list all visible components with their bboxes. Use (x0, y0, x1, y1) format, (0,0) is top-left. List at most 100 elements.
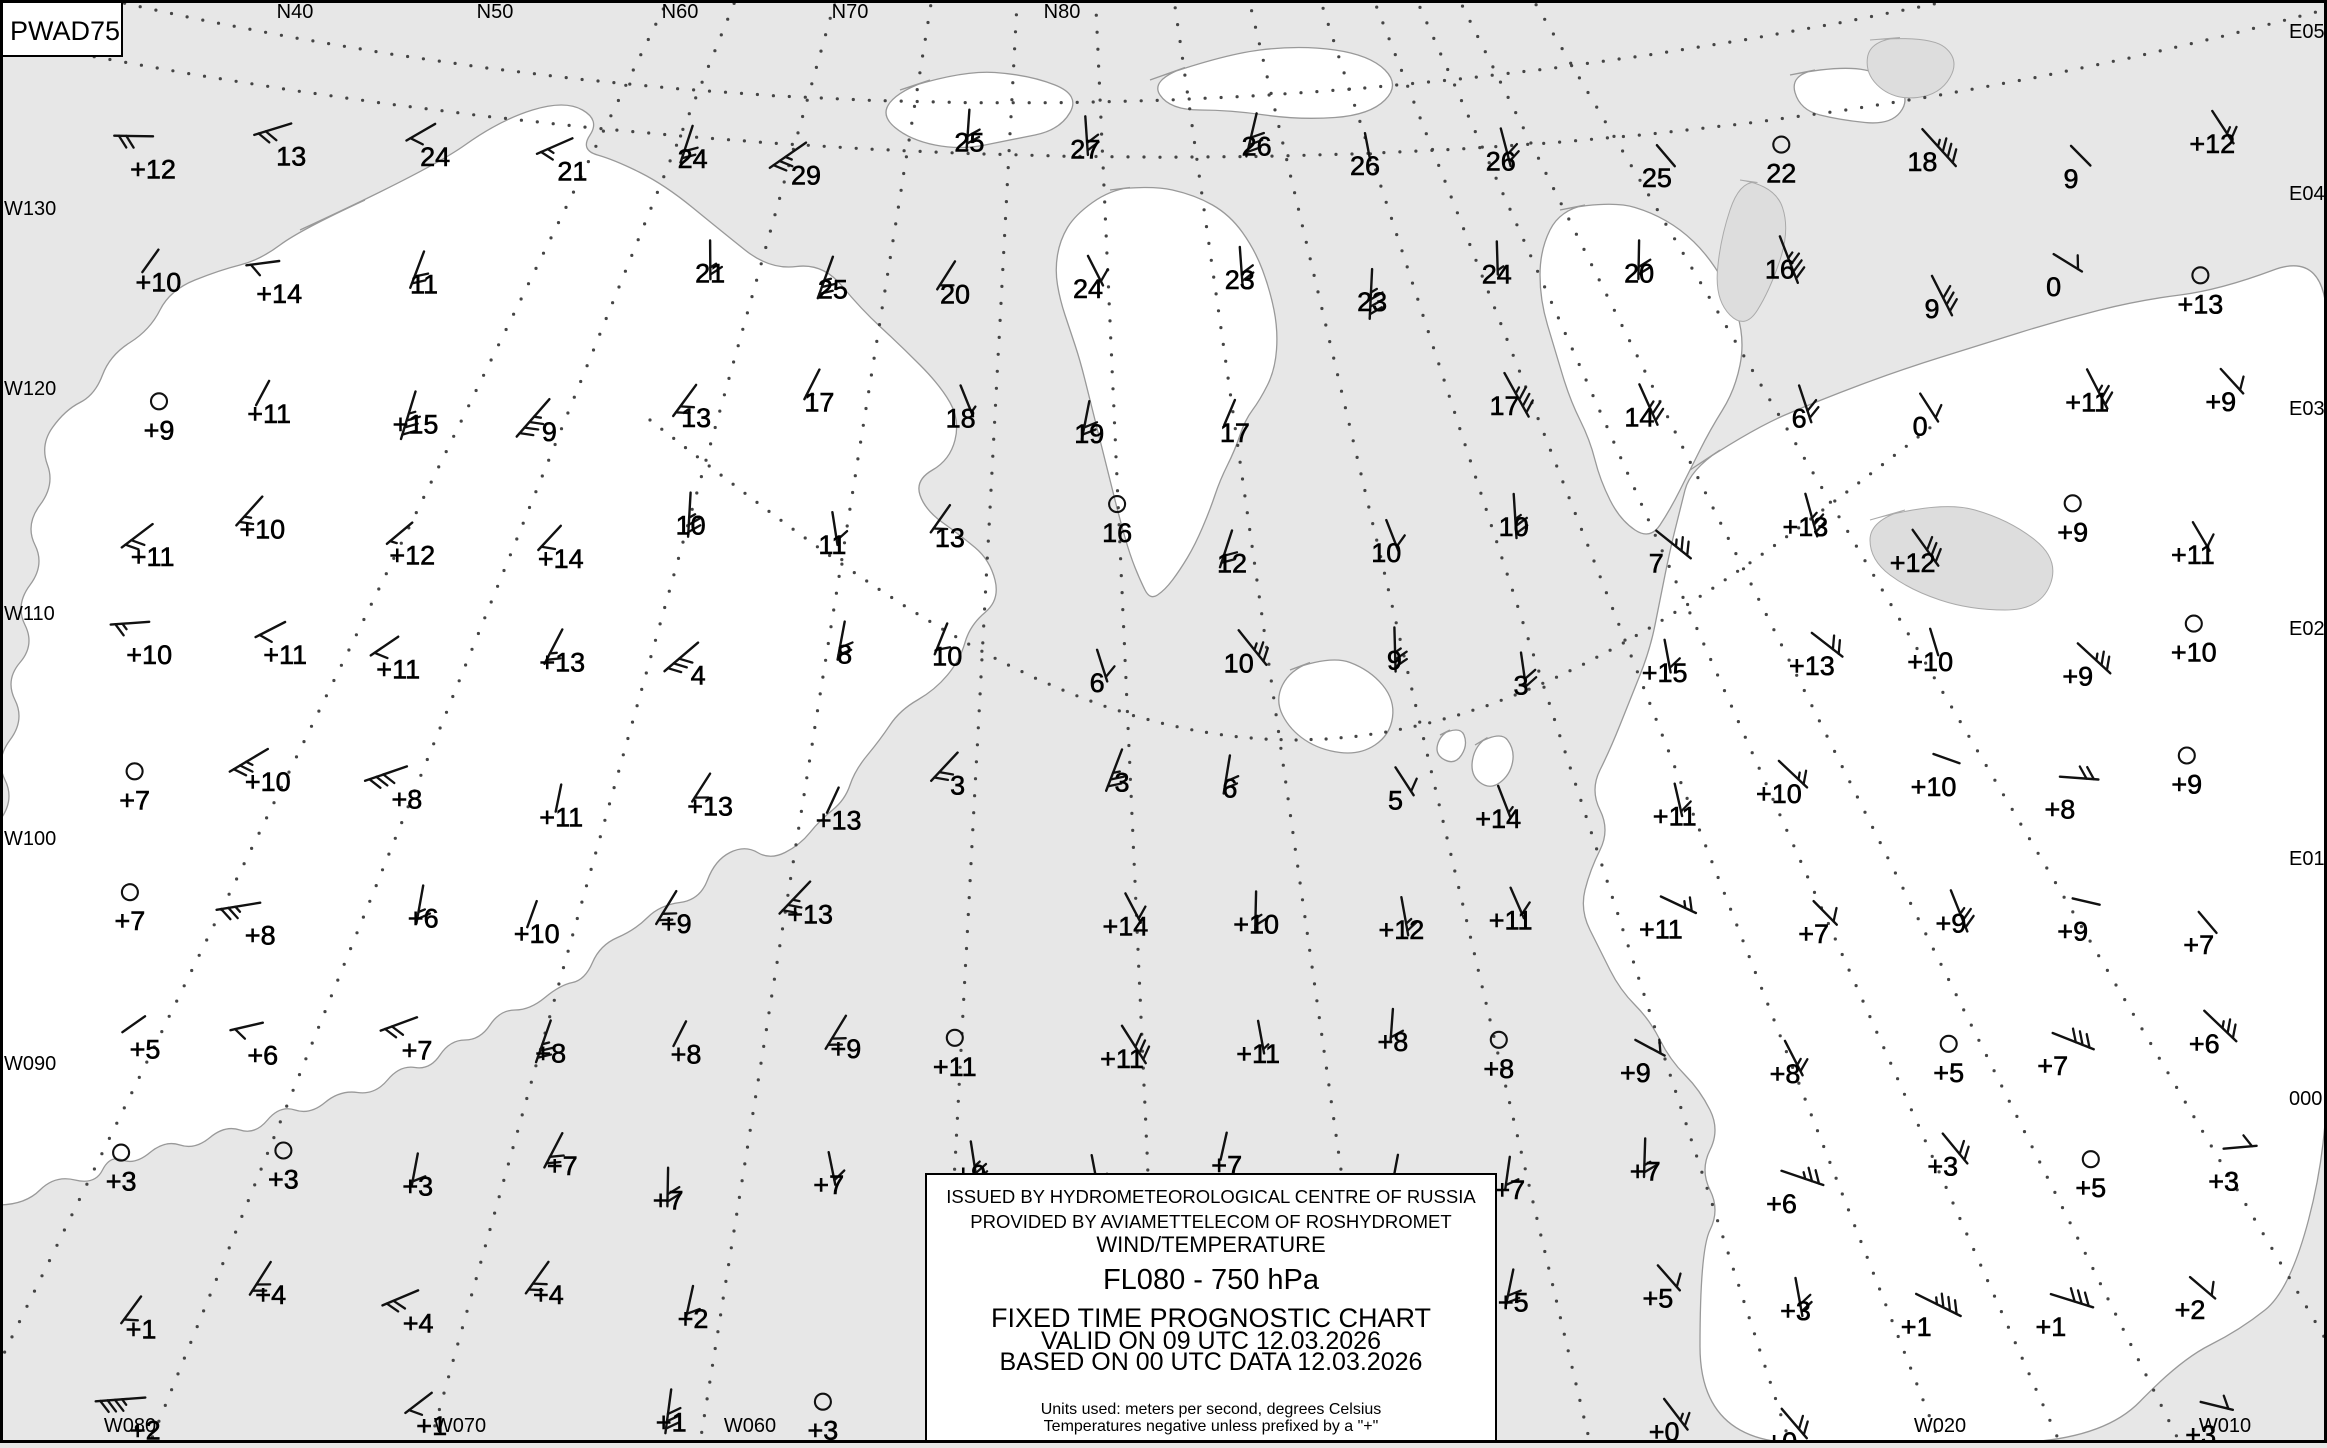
svg-text:+11: +11 (1653, 802, 1697, 832)
svg-text:22: 22 (1766, 159, 1796, 189)
svg-text:+12: +12 (130, 154, 176, 184)
svg-text:7: 7 (1649, 549, 1664, 579)
svg-text:+11: +11 (933, 1052, 977, 1082)
svg-text:+4: +4 (403, 1308, 434, 1338)
svg-text:+10: +10 (245, 767, 291, 797)
svg-text:+3: +3 (402, 1172, 433, 1202)
svg-text:11: 11 (410, 270, 438, 300)
svg-text:W080: W080 (104, 1415, 156, 1437)
svg-text:+8: +8 (392, 784, 423, 814)
svg-text:Temperatures negative unless p: Temperatures negative unless prefixed by… (1044, 1418, 1379, 1435)
svg-text:W010: W010 (2199, 1415, 2251, 1437)
svg-text:+9: +9 (2057, 517, 2088, 547)
svg-text:9: 9 (1387, 645, 1402, 675)
svg-text:+9: +9 (831, 1034, 862, 1064)
svg-text:10: 10 (1224, 648, 1254, 678)
svg-text:+14: +14 (256, 279, 302, 309)
svg-text:+6: +6 (408, 904, 439, 934)
svg-text:+12: +12 (1890, 548, 1936, 578)
svg-text:+7: +7 (115, 906, 146, 936)
svg-text:PWAD75: PWAD75 (10, 16, 120, 46)
svg-text:+7: +7 (1798, 919, 1829, 949)
svg-text:WIND/TEMPERATURE: WIND/TEMPERATURE (1096, 1232, 1325, 1257)
svg-text:+13: +13 (2177, 289, 2223, 319)
svg-text:+7: +7 (653, 1186, 684, 1216)
svg-text:+3: +3 (2208, 1167, 2239, 1197)
svg-text:+8: +8 (535, 1039, 566, 1069)
svg-text:13: 13 (935, 523, 965, 553)
svg-text:18: 18 (946, 404, 976, 434)
svg-text:20: 20 (1624, 258, 1654, 288)
svg-text:+2: +2 (678, 1304, 709, 1334)
svg-text:+3: +3 (808, 1416, 839, 1443)
svg-text:24: 24 (420, 142, 450, 172)
svg-text:10: 10 (676, 511, 706, 541)
svg-text:13: 13 (681, 403, 711, 433)
svg-text:+9: +9 (661, 909, 692, 939)
svg-text:+11: +11 (1236, 1039, 1280, 1069)
svg-text:+8: +8 (1378, 1027, 1409, 1057)
svg-text:+1: +1 (126, 1315, 157, 1345)
svg-text:+14: +14 (1475, 804, 1521, 834)
svg-text:+5: +5 (130, 1034, 161, 1064)
svg-text:+7: +7 (119, 785, 150, 815)
svg-text:N80: N80 (1044, 1, 1081, 23)
svg-text:+3: +3 (106, 1167, 137, 1197)
svg-text:+9: +9 (1936, 908, 1967, 938)
svg-text:0: 0 (2046, 272, 2061, 302)
svg-text:24: 24 (1482, 259, 1512, 289)
svg-text:9: 9 (1924, 294, 1939, 324)
svg-text:19: 19 (1074, 419, 1104, 449)
svg-text:W120: W120 (4, 378, 56, 400)
svg-text:+15: +15 (1642, 658, 1688, 688)
svg-text:10: 10 (932, 642, 962, 672)
svg-text:+10: +10 (2171, 638, 2217, 668)
svg-text:25: 25 (818, 275, 848, 305)
svg-text:W020: W020 (1914, 1415, 1966, 1437)
svg-text:+14: +14 (538, 544, 584, 574)
svg-text:21: 21 (557, 156, 587, 186)
svg-text:BASED ON 00 UTC DATA 12.03.202: BASED ON 00 UTC DATA 12.03.2026 (1000, 1348, 1423, 1376)
svg-text:+8: +8 (671, 1039, 702, 1069)
svg-text:+4: +4 (255, 1280, 286, 1310)
svg-text:+12: +12 (2189, 129, 2235, 159)
svg-text:+11: +11 (131, 542, 175, 572)
svg-text:W060: W060 (724, 1415, 776, 1437)
svg-text:+9: +9 (2057, 916, 2088, 946)
svg-text:+11: +11 (1100, 1044, 1144, 1074)
svg-text:17: 17 (1489, 391, 1519, 421)
svg-text:+13: +13 (816, 806, 862, 836)
svg-text:+10: +10 (1911, 772, 1957, 802)
svg-text:+7: +7 (2037, 1051, 2068, 1081)
svg-text:6: 6 (1090, 668, 1105, 698)
svg-text:+11: +11 (376, 655, 420, 685)
svg-text:FL080 - 750 hPa: FL080 - 750 hPa (1103, 1264, 1320, 1296)
svg-text:4: 4 (691, 661, 706, 691)
svg-text:25: 25 (954, 128, 984, 158)
svg-text:+11: +11 (539, 803, 583, 833)
svg-text:N50: N50 (477, 1, 514, 23)
svg-text:+15: +15 (393, 410, 439, 440)
svg-text:000: 000 (2289, 1088, 2322, 1110)
svg-text:Units used: meters per second,: Units used: meters per second, degrees C… (1041, 1401, 1382, 1418)
svg-text:+7: +7 (813, 1170, 844, 1200)
svg-text:+10: +10 (126, 640, 172, 670)
svg-text:+10: +10 (1907, 647, 1953, 677)
svg-text:+10: +10 (514, 919, 560, 949)
svg-text:+1: +1 (1901, 1312, 1932, 1342)
svg-text:+13: +13 (1782, 512, 1828, 542)
svg-text:16: 16 (1102, 518, 1132, 548)
svg-text:+7: +7 (1494, 1175, 1525, 1205)
svg-text:29: 29 (791, 161, 821, 191)
svg-text:18: 18 (1907, 147, 1937, 177)
svg-text:+1: +1 (2036, 1312, 2067, 1342)
svg-text:25: 25 (1642, 163, 1672, 193)
svg-text:26: 26 (1486, 147, 1516, 177)
svg-text:ISSUED BY HYDROMETEOROLOGICAL: ISSUED BY HYDROMETEOROLOGICAL CENTRE OF … (946, 1186, 1476, 1207)
svg-text:12: 12 (1217, 549, 1247, 579)
svg-text:+7: +7 (2183, 930, 2214, 960)
svg-text:16: 16 (1765, 254, 1795, 284)
svg-text:9: 9 (2063, 164, 2078, 194)
svg-text:+9: +9 (2171, 770, 2202, 800)
